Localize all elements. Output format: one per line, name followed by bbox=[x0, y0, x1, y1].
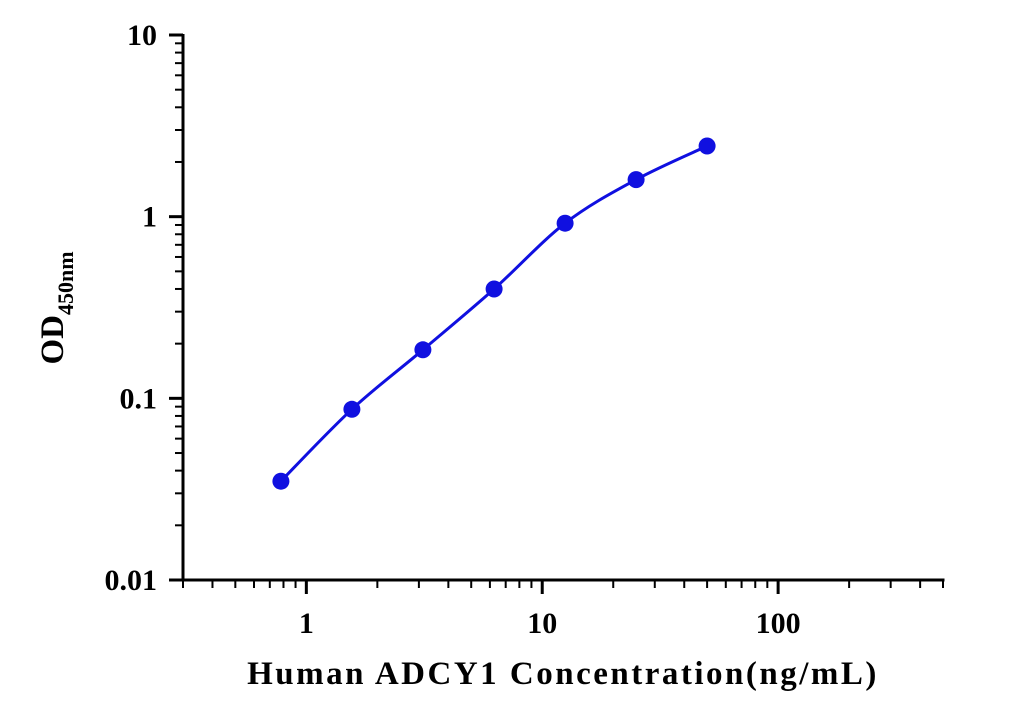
y-tick-label: 0.01 bbox=[105, 564, 158, 597]
data-point bbox=[485, 280, 503, 298]
y-tick-label: 1 bbox=[142, 201, 157, 234]
data-point bbox=[343, 400, 361, 418]
data-point bbox=[698, 137, 716, 155]
x-tick-labels: 1 10 100 bbox=[299, 607, 801, 640]
data-point bbox=[556, 214, 574, 232]
x-tick-label: 10 bbox=[527, 607, 557, 640]
y-tick-label: 10 bbox=[127, 19, 157, 52]
x-tick-label: 1 bbox=[299, 607, 314, 640]
y-tick-label: 0.1 bbox=[120, 382, 158, 415]
data-point bbox=[272, 472, 290, 490]
x-axis-title: Human ADCY1 Concentration(ng/mL) bbox=[247, 656, 879, 692]
data-point bbox=[414, 341, 432, 359]
series-line bbox=[279, 144, 708, 483]
data-point bbox=[627, 171, 645, 189]
y-axis-title: OD450nm bbox=[35, 251, 78, 364]
y-axis-title-main: OD bbox=[35, 315, 71, 365]
data-points bbox=[272, 137, 716, 490]
y-tick-labels: 0.01 0.1 1 10 bbox=[105, 19, 158, 597]
y-axis-title-sub: 450nm bbox=[53, 251, 78, 315]
x-tick-label: 100 bbox=[756, 607, 801, 640]
axes bbox=[169, 33, 945, 594]
